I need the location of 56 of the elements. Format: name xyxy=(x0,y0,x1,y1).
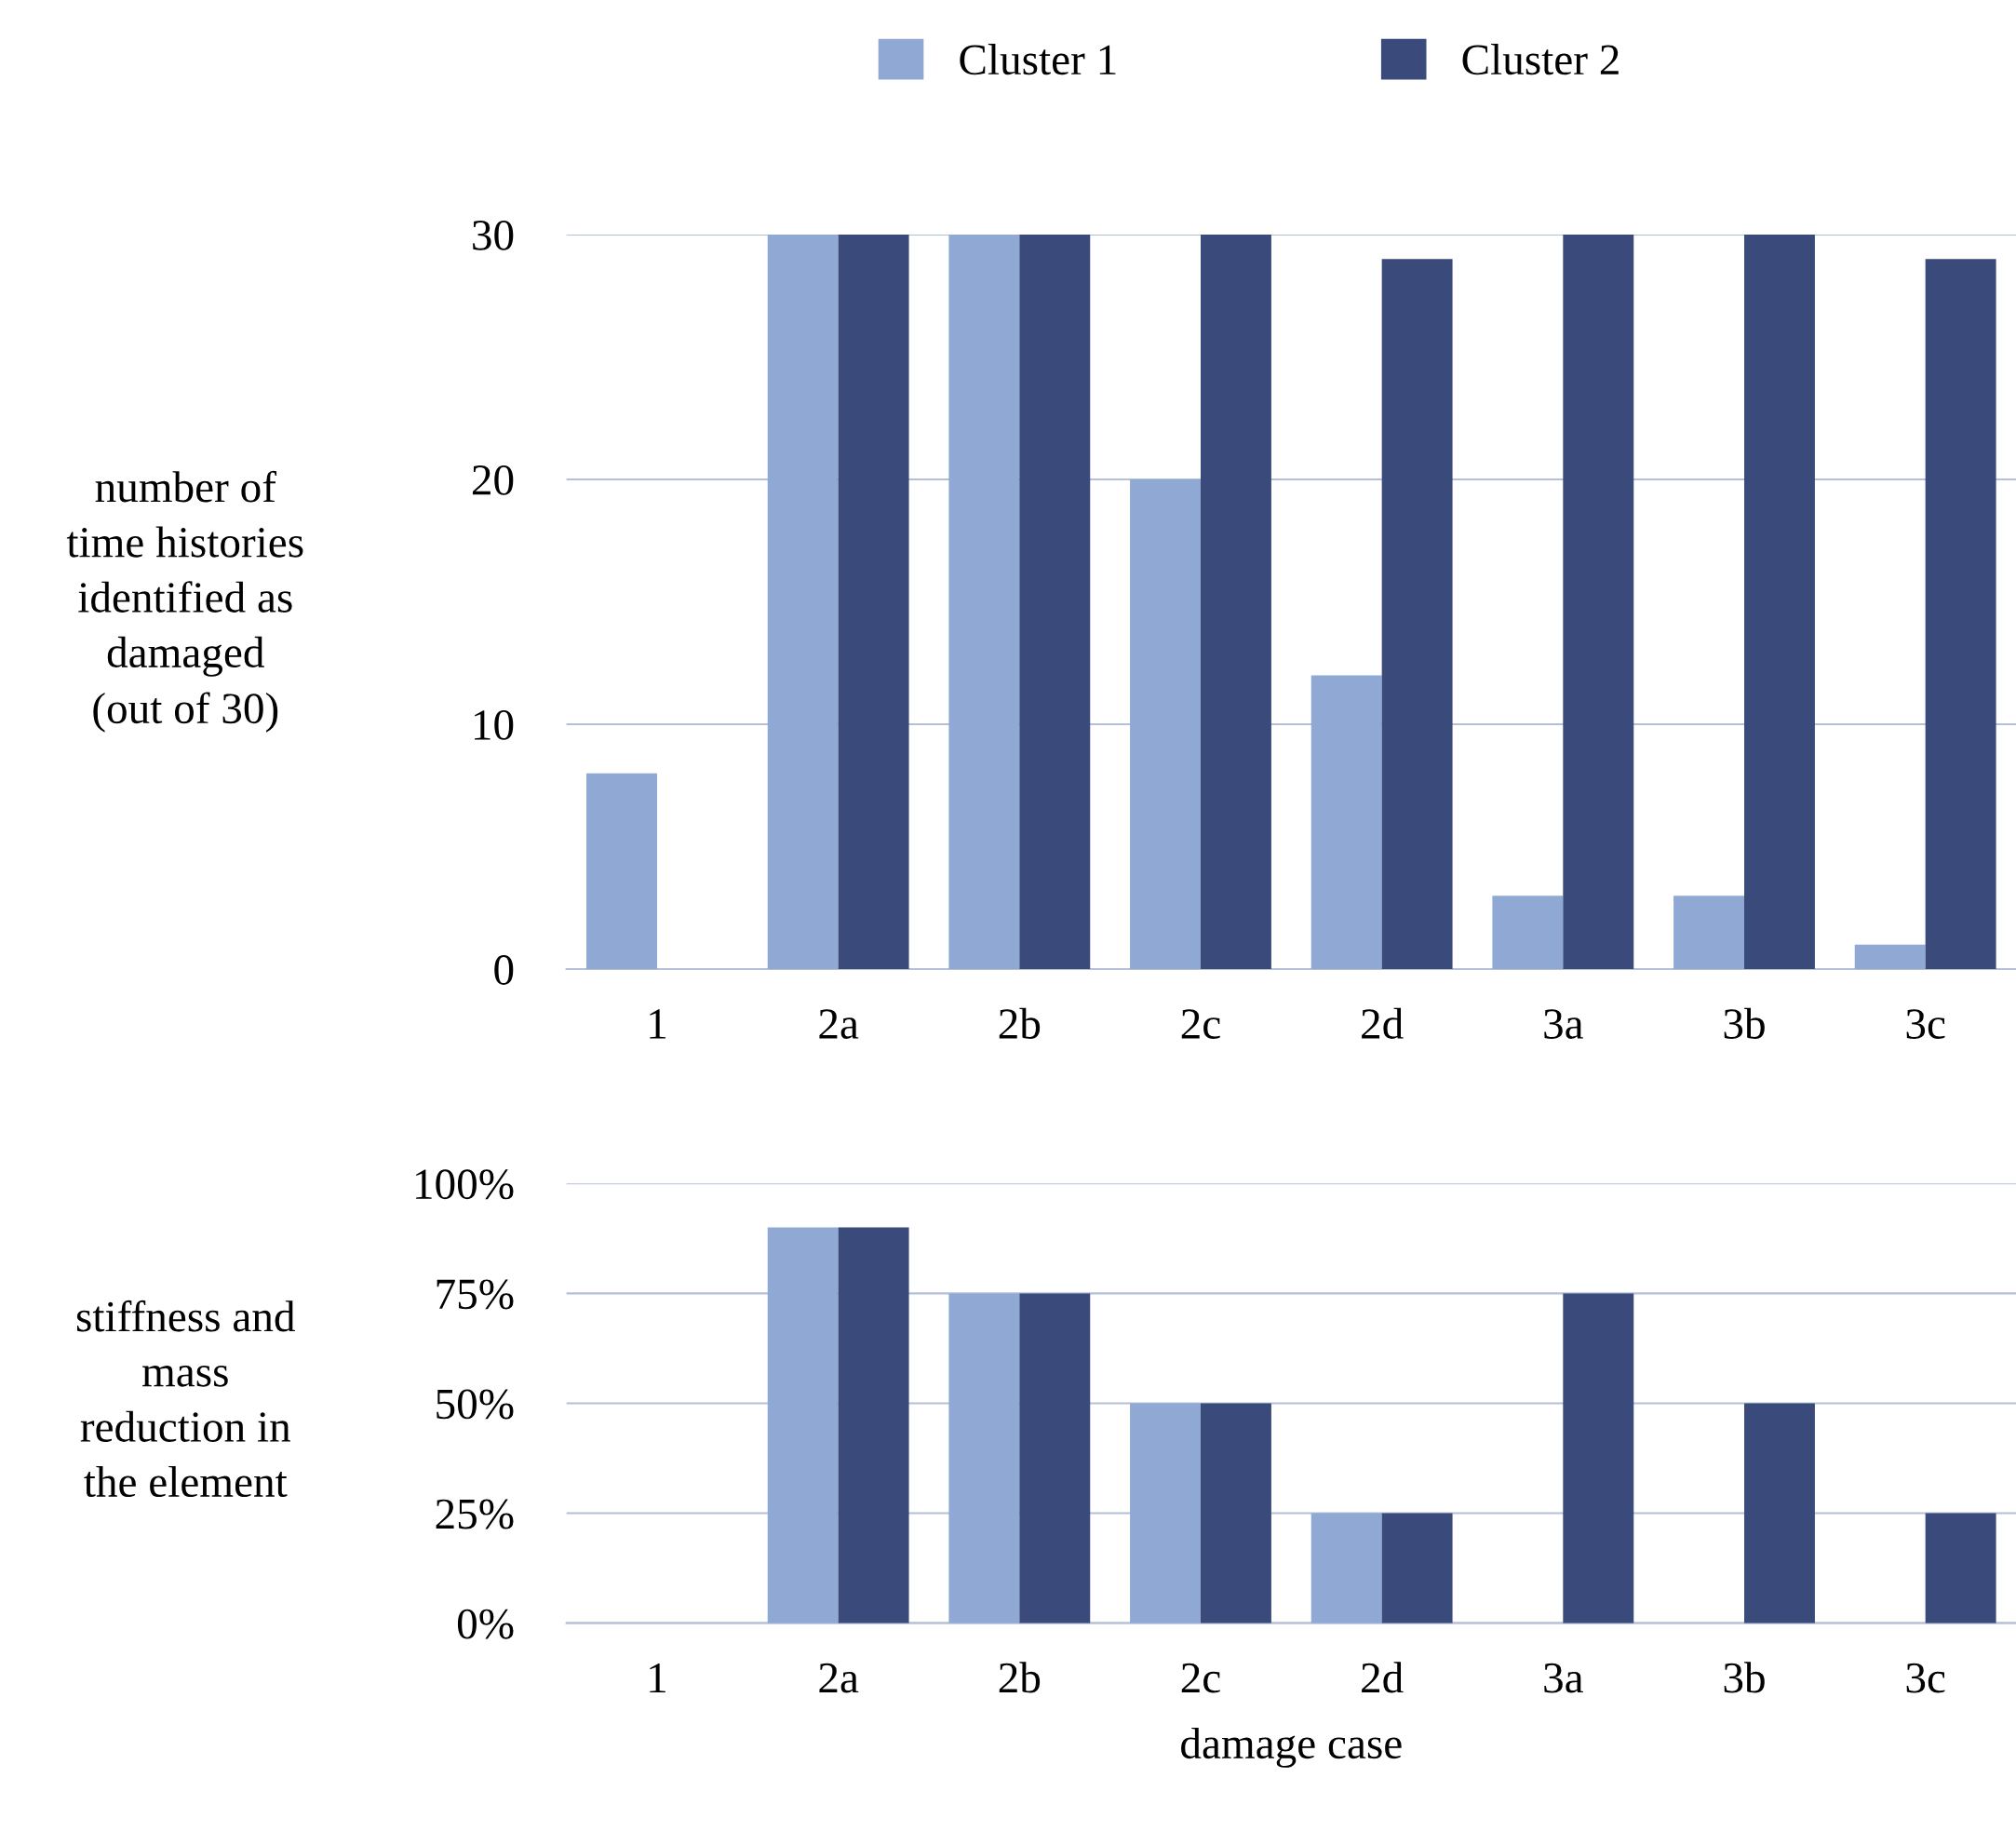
bar xyxy=(948,1293,1020,1623)
x-tick-label: 2a xyxy=(819,1009,859,1039)
x-tick-label: 2b xyxy=(999,1007,1041,1039)
x-tick-label: 3a xyxy=(1544,1663,1583,1693)
bar xyxy=(1019,234,1091,970)
y-axis-title: stiffness and mass reduction in the element xyxy=(76,1300,295,1498)
bar xyxy=(1200,234,1271,970)
bar xyxy=(1492,896,1564,970)
y-tick-label: 0 xyxy=(494,955,514,985)
x-tick-label: 1 xyxy=(650,1009,665,1039)
bar xyxy=(1310,1513,1382,1623)
y-tick-label: 50% xyxy=(437,1389,514,1420)
bar xyxy=(1925,1513,1996,1623)
y-tick-label: 10 xyxy=(475,710,514,740)
bar xyxy=(838,234,909,970)
bar xyxy=(586,773,657,970)
x-tick-label: 3a xyxy=(1544,1009,1583,1039)
legend-label: Cluster 2 xyxy=(1462,44,1619,75)
x-axis-title: damage case xyxy=(1181,1727,1402,1768)
y-tick-label: 100% xyxy=(416,1169,514,1200)
bar xyxy=(948,234,1020,970)
x-tick-label: 2a xyxy=(819,1663,859,1693)
bar xyxy=(1744,234,1815,970)
bar xyxy=(1744,1403,1815,1623)
bar xyxy=(1130,1403,1201,1623)
bar xyxy=(1381,1513,1453,1623)
bar xyxy=(1381,259,1453,970)
bar xyxy=(1130,478,1201,970)
x-tick-label: 3b xyxy=(1724,1662,1765,1693)
bar xyxy=(1200,1403,1271,1623)
y-axis-title: number of time histories identified as damaged (out of 30) xyxy=(66,470,303,733)
y-tick-label: 0% xyxy=(457,1609,514,1639)
x-tick-label: 3c xyxy=(1906,1663,1945,1693)
bar xyxy=(1563,234,1634,970)
x-tick-label: 3b xyxy=(1724,1007,1765,1039)
y-tick-label: 30 xyxy=(473,220,514,250)
y-tick-label: 75% xyxy=(437,1279,514,1310)
x-tick-label: 2d xyxy=(1362,1662,1404,1693)
x-tick-label: 3c xyxy=(1906,1009,1945,1039)
bar xyxy=(1310,675,1382,970)
y-tick-label: 25% xyxy=(436,1499,514,1529)
x-tick-label: 2c xyxy=(1181,1009,1220,1039)
y-tick-label: 20 xyxy=(472,465,514,495)
x-tick-label: 2d xyxy=(1362,1007,1404,1039)
x-tick-label: 1 xyxy=(650,1663,665,1693)
bar xyxy=(838,1227,909,1623)
x-tick-label: 2c xyxy=(1181,1663,1220,1693)
bar xyxy=(1563,1293,1634,1623)
bar xyxy=(1925,259,1996,970)
bar xyxy=(767,1227,839,1623)
bar xyxy=(1854,944,1926,970)
bar xyxy=(1019,1293,1091,1623)
legend-label: Cluster 1 xyxy=(960,44,1116,75)
bar xyxy=(1673,896,1744,970)
x-tick-label: 2b xyxy=(999,1662,1041,1693)
bar xyxy=(767,234,839,970)
